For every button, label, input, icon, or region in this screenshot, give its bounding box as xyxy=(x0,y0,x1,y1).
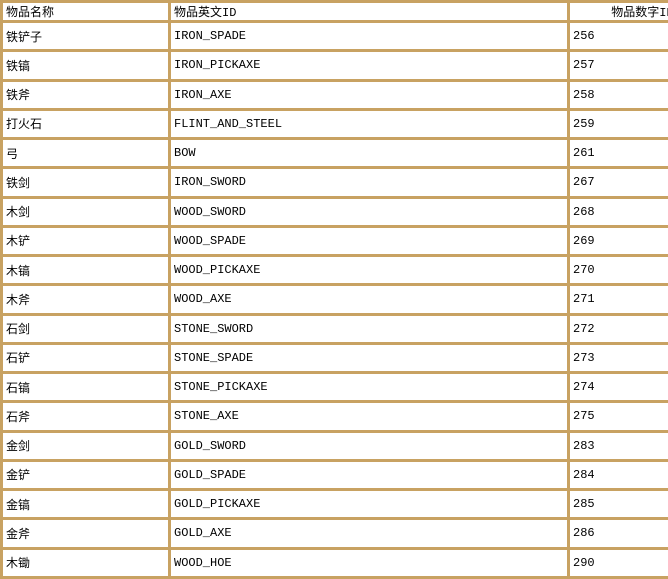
item-name-cell: 木剑 xyxy=(0,195,171,228)
item-numeric-id-cell: 272 xyxy=(567,312,668,345)
item-numeric-id-cell: 283 xyxy=(567,429,668,462)
item-english-id-cell: GOLD_SPADE xyxy=(168,458,570,492)
item-english-id-cell: WOOD_SPADE xyxy=(168,224,570,258)
item-english-id-cell: WOOD_SWORD xyxy=(168,195,570,228)
item-numeric-id-cell: 267 xyxy=(567,166,668,199)
table-row: 木锄 WOOD_HOE 290 xyxy=(0,546,668,579)
item-numeric-id-cell: 274 xyxy=(567,370,668,404)
item-name-cell: 石铲 xyxy=(0,341,171,375)
item-numeric-id-cell: 271 xyxy=(567,283,668,316)
table-row: 弓 BOW 261 xyxy=(0,136,668,170)
table-row: 金剑 GOLD_SWORD 283 xyxy=(0,429,668,462)
table-row: 打火石 FLINT_AND_STEEL 259 xyxy=(0,107,668,141)
item-english-id-cell: BOW xyxy=(168,136,570,170)
table-body: 铁铲子 IRON_SPADE 256 铁镐 IRON_PICKAXE 257 铁斧 IRON_… xyxy=(0,19,668,579)
item-name-cell: 打火石 xyxy=(0,107,171,141)
table-row: 金斧 GOLD_AXE 286 xyxy=(0,517,668,550)
item-english-id-cell: WOOD_AXE xyxy=(168,283,570,316)
item-english-id-cell: STONE_PICKAXE xyxy=(168,370,570,404)
item-english-id-cell: STONE_SPADE xyxy=(168,341,570,375)
table-row: 铁镐 IRON_PICKAXE 257 xyxy=(0,49,668,82)
table-row: 铁剑 IRON_SWORD 267 xyxy=(0,166,668,199)
item-numeric-id-cell: 275 xyxy=(567,400,668,433)
item-name-cell: 铁斧 xyxy=(0,78,171,111)
column-header-item-name: 物品名称 xyxy=(0,0,171,23)
table-row: 石剑 STONE_SWORD 272 xyxy=(0,312,668,345)
item-name-cell: 弓 xyxy=(0,136,171,170)
item-english-id-cell: IRON_AXE xyxy=(168,78,570,111)
table-row: 金铲 GOLD_SPADE 284 xyxy=(0,458,668,492)
item-name-cell: 石斧 xyxy=(0,400,171,433)
item-english-id-cell: STONE_AXE xyxy=(168,400,570,433)
item-name-cell: 金斧 xyxy=(0,517,171,550)
item-name-cell: 石剑 xyxy=(0,312,171,345)
item-english-id-cell: WOOD_PICKAXE xyxy=(168,253,570,287)
table-row: 金镐 GOLD_PICKAXE 285 xyxy=(0,487,668,521)
item-numeric-id-cell: 269 xyxy=(567,224,668,258)
header-row: 物品名称 物品英文ID 物品数字ID xyxy=(0,0,668,23)
item-numeric-id-cell: 284 xyxy=(567,458,668,492)
item-name-cell: 铁铲子 xyxy=(0,19,171,53)
item-name-cell: 金剑 xyxy=(0,429,171,462)
table-row: 石镐 STONE_PICKAXE 274 xyxy=(0,370,668,404)
item-english-id-cell: IRON_PICKAXE xyxy=(168,49,570,82)
item-english-id-cell: IRON_SPADE xyxy=(168,19,570,53)
item-english-id-cell: GOLD_AXE xyxy=(168,517,570,550)
item-name-cell: 木铲 xyxy=(0,224,171,258)
item-english-id-cell: GOLD_SWORD xyxy=(168,429,570,462)
item-numeric-id-cell: 258 xyxy=(567,78,668,111)
item-numeric-id-cell: 290 xyxy=(567,546,668,579)
item-name-cell: 木斧 xyxy=(0,283,171,316)
item-name-cell: 铁镐 xyxy=(0,49,171,82)
item-name-cell: 木镐 xyxy=(0,253,171,287)
item-numeric-id-cell: 270 xyxy=(567,253,668,287)
table-row: 铁斧 IRON_AXE 258 xyxy=(0,78,668,111)
table-row: 木斧 WOOD_AXE 271 xyxy=(0,283,668,316)
item-numeric-id-cell: 268 xyxy=(567,195,668,228)
item-numeric-id-cell: 273 xyxy=(567,341,668,375)
item-english-id-cell: GOLD_PICKAXE xyxy=(168,487,570,521)
item-numeric-id-cell: 285 xyxy=(567,487,668,521)
table-row: 铁铲子 IRON_SPADE 256 xyxy=(0,19,668,53)
table-row: 石铲 STONE_SPADE 273 xyxy=(0,341,668,375)
item-english-id-cell: STONE_SWORD xyxy=(168,312,570,345)
item-numeric-id-cell: 259 xyxy=(567,107,668,141)
item-name-cell: 铁剑 xyxy=(0,166,171,199)
table-row: 木剑 WOOD_SWORD 268 xyxy=(0,195,668,228)
item-numeric-id-cell: 261 xyxy=(567,136,668,170)
item-english-id-cell: IRON_SWORD xyxy=(168,166,570,199)
item-name-cell: 石镐 xyxy=(0,370,171,404)
item-numeric-id-cell: 257 xyxy=(567,49,668,82)
table-row: 木镐 WOOD_PICKAXE 270 xyxy=(0,253,668,287)
item-name-cell: 木锄 xyxy=(0,546,171,579)
item-numeric-id-cell: 256 xyxy=(567,19,668,53)
item-name-cell: 金镐 xyxy=(0,487,171,521)
item-english-id-cell: FLINT_AND_STEEL xyxy=(168,107,570,141)
column-header-item-numeric-id: 物品数字ID xyxy=(567,0,668,23)
table-row: 木铲 WOOD_SPADE 269 xyxy=(0,224,668,258)
item-english-id-cell: WOOD_HOE xyxy=(168,546,570,579)
column-header-item-english-id: 物品英文ID xyxy=(168,0,570,23)
item-numeric-id-cell: 286 xyxy=(567,517,668,550)
table-row: 石斧 STONE_AXE 275 xyxy=(0,400,668,433)
item-name-cell: 金铲 xyxy=(0,458,171,492)
